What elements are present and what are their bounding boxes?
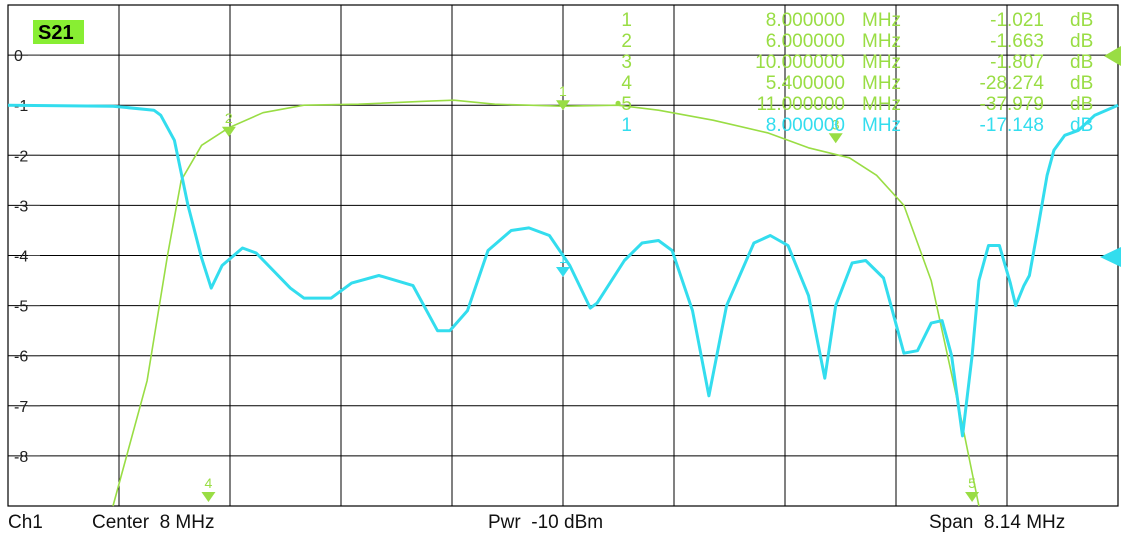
- footer-power: Pwr -10 dBm: [488, 512, 604, 533]
- marker-value: -17.148: [980, 115, 1044, 136]
- green-marker-label: 3: [832, 116, 840, 132]
- marker-frequency-unit: MHz: [862, 115, 901, 136]
- marker-number: •5: [615, 94, 632, 115]
- green-trace-line: [112, 99, 980, 507]
- marker-value-unit: dB: [1070, 10, 1093, 31]
- trace-markers: 1 2 3 4 5 1: [201, 83, 980, 502]
- marker-frequency: 5.400000: [766, 73, 845, 94]
- marker-number: 4: [621, 73, 632, 94]
- marker-value: -1.807: [990, 52, 1044, 73]
- green-reference-arrow[interactable]: [1104, 46, 1121, 66]
- y-tick-labels: 0-1-2-3-4-5-6-7-8: [14, 48, 40, 466]
- footer-span: Span 8.14 MHz: [929, 512, 1066, 533]
- cyan-reference-arrow[interactable]: [1100, 247, 1121, 267]
- y-tick-label: -3: [14, 198, 28, 215]
- marker-number: 2: [621, 31, 632, 52]
- channel-badge[interactable]: S21: [33, 20, 84, 44]
- marker-frequency: 11.000000: [757, 94, 845, 115]
- y-tick-label: -7: [14, 399, 28, 416]
- cyan-marker-label: 1: [559, 250, 567, 266]
- marker-frequency: 8.000000: [766, 10, 845, 31]
- marker-number: 3: [621, 52, 632, 73]
- green-marker-label: 1: [559, 83, 567, 99]
- marker-value: -1.663: [990, 31, 1044, 52]
- footer-channel: Ch1: [8, 512, 43, 533]
- y-tick-label: -4: [14, 249, 28, 266]
- footer-center: Center 8 MHz: [92, 512, 215, 533]
- marker-value-unit: dB: [1070, 73, 1093, 94]
- y-tick-label: -2: [14, 148, 28, 165]
- green-marker-label: 5: [968, 475, 976, 491]
- grid: [7, 4, 1119, 507]
- y-tick-label: -6: [14, 349, 28, 366]
- marker-value: -37.979: [980, 94, 1044, 115]
- y-tick-label: -5: [14, 299, 28, 316]
- marker-value: -1.021: [990, 10, 1044, 31]
- marker-frequency: 6.000000: [766, 31, 845, 52]
- green-marker-1[interactable]: [556, 100, 570, 111]
- marker-frequency-unit: MHz: [862, 73, 901, 94]
- green-marker-label: 2: [225, 110, 233, 126]
- marker-frequency: 10.000000: [755, 52, 845, 73]
- marker-value-unit: dB: [1070, 31, 1093, 52]
- reference-arrows: [1100, 46, 1121, 267]
- green-marker-5[interactable]: [965, 492, 980, 502]
- marker-frequency-unit: MHz: [862, 52, 901, 73]
- marker-number: 1: [621, 115, 632, 136]
- marker-table: 1 8.000000 MHz -1.021 dB 2 6.000000 MHz -1.663 dB…: [615, 10, 1093, 136]
- green-marker-2[interactable]: [221, 126, 236, 137]
- marker-value: -28.274: [980, 73, 1045, 94]
- green-marker-3[interactable]: [828, 133, 843, 144]
- marker-frequency-unit: MHz: [862, 10, 901, 31]
- y-tick-label: -8: [14, 449, 28, 466]
- traces: [7, 99, 1119, 507]
- marker-value-unit: dB: [1070, 94, 1093, 115]
- marker-value-unit: dB: [1070, 52, 1093, 73]
- marker-number: 1: [621, 10, 632, 31]
- cyan-marker-1[interactable]: [556, 267, 570, 278]
- marker-value-unit: dB: [1070, 115, 1093, 136]
- y-tick-label: 0: [14, 48, 23, 65]
- marker-frequency: 8.000000: [766, 115, 845, 136]
- channel-label: S21: [38, 22, 74, 44]
- green-marker-label: 4: [204, 475, 212, 491]
- marker-frequency-unit: MHz: [862, 94, 901, 115]
- cyan-trace-line: [7, 103, 1119, 438]
- marker-frequency-unit: MHz: [862, 31, 901, 52]
- green-marker-4[interactable]: [201, 492, 216, 502]
